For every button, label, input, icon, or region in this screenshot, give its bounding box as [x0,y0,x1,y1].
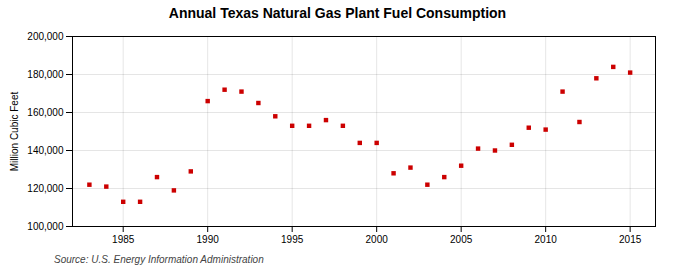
html-text:Source: U.S. Energy Informatio: Source: U.S. Energy Information Administ… [54,254,264,265]
svg-text:2005: 2005 [450,234,473,245]
svg-text:120,000: 120,000 [27,183,64,194]
svg-text:2010: 2010 [535,234,558,245]
svg-text:1985: 1985 [112,234,135,245]
svg-text:Million Cubic Feet: Million Cubic Feet [9,92,20,172]
svg-text:2015: 2015 [619,234,642,245]
svg-text:100,000: 100,000 [27,221,64,232]
svg-text:140,000: 140,000 [27,145,64,156]
svg-text:1995: 1995 [281,234,304,245]
svg-text:1990: 1990 [197,234,220,245]
html-text:Annual Texas Natural Gas Plant: Annual Texas Natural Gas Plant Fuel Cons… [168,5,507,21]
svg-text:200,000: 200,000 [27,31,64,42]
svg-text:2000: 2000 [366,234,389,245]
svg-text:180,000: 180,000 [27,69,64,80]
svg-text:160,000: 160,000 [27,107,64,118]
